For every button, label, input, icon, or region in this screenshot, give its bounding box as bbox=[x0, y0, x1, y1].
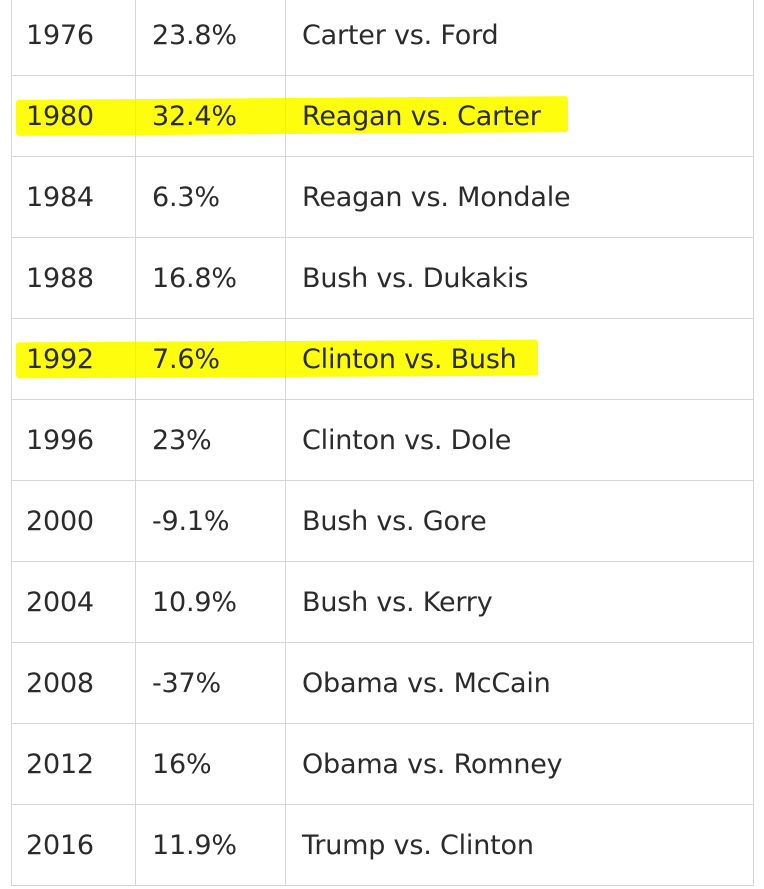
percent-change-cell: 16.8% bbox=[135, 237, 286, 319]
election-returns-table-container: 1976 23.8% Carter vs. Ford 1980 32.4% Re… bbox=[11, 0, 754, 886]
table-row: 2000 -9.1% Bush vs. Gore bbox=[11, 480, 754, 562]
year-cell: 1980 bbox=[11, 75, 136, 157]
percent-change-cell: 10.9% bbox=[135, 561, 286, 643]
percent-change-cell: 23.8% bbox=[135, 0, 286, 76]
year-cell: 1976 bbox=[11, 0, 136, 76]
year-cell: 2004 bbox=[11, 561, 136, 643]
percent-change-cell: -37% bbox=[135, 642, 286, 724]
year-cell: 1984 bbox=[11, 156, 136, 238]
candidates-cell: Obama vs. McCain bbox=[285, 642, 754, 724]
table-row: 2016 11.9% Trump vs. Clinton bbox=[11, 804, 754, 886]
table-row: 1996 23% Clinton vs. Dole bbox=[11, 399, 754, 481]
candidates-cell: Reagan vs. Carter bbox=[285, 75, 754, 157]
percent-change-cell: 11.9% bbox=[135, 804, 286, 886]
percent-change-cell: 23% bbox=[135, 399, 286, 481]
table-row: 2008 -37% Obama vs. McCain bbox=[11, 642, 754, 724]
table-row-highlighted: 1992 7.6% Clinton vs. Bush bbox=[11, 318, 754, 400]
percent-change-cell: -9.1% bbox=[135, 480, 286, 562]
year-cell: 1996 bbox=[11, 399, 136, 481]
candidates-cell: Carter vs. Ford bbox=[285, 0, 754, 76]
candidates-cell: Clinton vs. Dole bbox=[285, 399, 754, 481]
candidates-cell: Reagan vs. Mondale bbox=[285, 156, 754, 238]
percent-change-cell: 16% bbox=[135, 723, 286, 805]
year-cell: 2016 bbox=[11, 804, 136, 886]
table-row: 2012 16% Obama vs. Romney bbox=[11, 723, 754, 805]
table-row: 1984 6.3% Reagan vs. Mondale bbox=[11, 156, 754, 238]
candidates-cell: Bush vs. Kerry bbox=[285, 561, 754, 643]
year-cell: 2012 bbox=[11, 723, 136, 805]
table-row: 1976 23.8% Carter vs. Ford bbox=[11, 0, 754, 76]
table-row: 1988 16.8% Bush vs. Dukakis bbox=[11, 237, 754, 319]
year-cell: 1988 bbox=[11, 237, 136, 319]
percent-change-cell: 6.3% bbox=[135, 156, 286, 238]
table-row: 2004 10.9% Bush vs. Kerry bbox=[11, 561, 754, 643]
percent-change-cell: 7.6% bbox=[135, 318, 286, 400]
year-cell: 2000 bbox=[11, 480, 136, 562]
table-row-highlighted: 1980 32.4% Reagan vs. Carter bbox=[11, 75, 754, 157]
candidates-cell: Clinton vs. Bush bbox=[285, 318, 754, 400]
year-cell: 1992 bbox=[11, 318, 136, 400]
election-returns-table: 1976 23.8% Carter vs. Ford 1980 32.4% Re… bbox=[11, 0, 754, 886]
percent-change-cell: 32.4% bbox=[135, 75, 286, 157]
candidates-cell: Trump vs. Clinton bbox=[285, 804, 754, 886]
candidates-cell: Bush vs. Gore bbox=[285, 480, 754, 562]
year-cell: 2008 bbox=[11, 642, 136, 724]
candidates-cell: Bush vs. Dukakis bbox=[285, 237, 754, 319]
candidates-cell: Obama vs. Romney bbox=[285, 723, 754, 805]
